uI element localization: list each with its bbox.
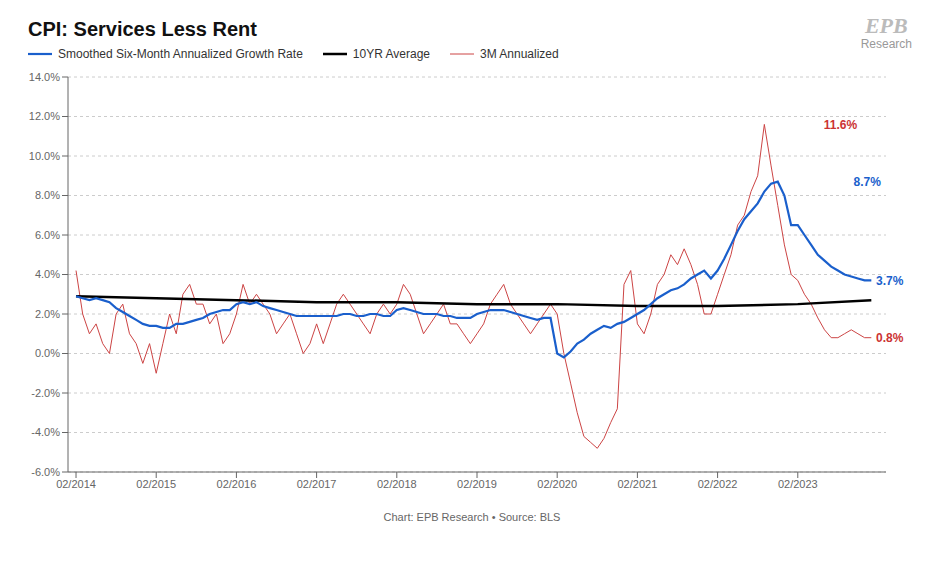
- svg-text:02/2022: 02/2022: [698, 478, 738, 490]
- svg-text:02/2021: 02/2021: [618, 478, 658, 490]
- svg-text:02/2015: 02/2015: [136, 478, 176, 490]
- svg-text:8.0%: 8.0%: [35, 189, 60, 201]
- svg-text:3.7%: 3.7%: [876, 274, 904, 288]
- svg-text:8.7%: 8.7%: [854, 175, 882, 189]
- svg-text:02/2018: 02/2018: [377, 478, 417, 490]
- svg-text:02/2014: 02/2014: [56, 478, 96, 490]
- html-text:Smoothed Six-Month Annualized: Smoothed Six-Month Annualized Growth Rat…: [58, 47, 303, 61]
- html-text:10YR Average: 10YR Average: [352, 47, 430, 61]
- svg-text:14.0%: 14.0%: [29, 71, 60, 83]
- html-text:EPB: EPB: [864, 13, 908, 38]
- html-text:Chart: EPB Research • Source:: Chart: EPB Research • Source: BLS: [383, 511, 561, 523]
- svg-text:6.0%: 6.0%: [35, 229, 60, 241]
- svg-text:-4.0%: -4.0%: [31, 426, 60, 438]
- svg-text:12.0%: 12.0%: [29, 110, 60, 122]
- svg-text:-2.0%: -2.0%: [31, 387, 60, 399]
- svg-text:2.0%: 2.0%: [35, 308, 60, 320]
- svg-text:10.0%: 10.0%: [29, 150, 60, 162]
- html-text:CPI: Services Less Rent: CPI: Services Less Rent: [28, 18, 257, 40]
- svg-text:0.8%: 0.8%: [876, 331, 904, 345]
- html-text:3M Annualized: 3M Annualized: [480, 47, 559, 61]
- svg-text:02/2020: 02/2020: [537, 478, 577, 490]
- svg-text:02/2023: 02/2023: [778, 478, 818, 490]
- svg-text:-6.0%: -6.0%: [31, 466, 60, 478]
- svg-text:02/2019: 02/2019: [457, 478, 497, 490]
- svg-text:02/2016: 02/2016: [217, 478, 257, 490]
- html-text:Research: Research: [860, 37, 912, 52]
- svg-text:02/2017: 02/2017: [297, 478, 337, 490]
- svg-text:0.0%: 0.0%: [35, 347, 60, 359]
- svg-text:4.0%: 4.0%: [35, 268, 60, 280]
- svg-text:11.6%: 11.6%: [824, 118, 858, 132]
